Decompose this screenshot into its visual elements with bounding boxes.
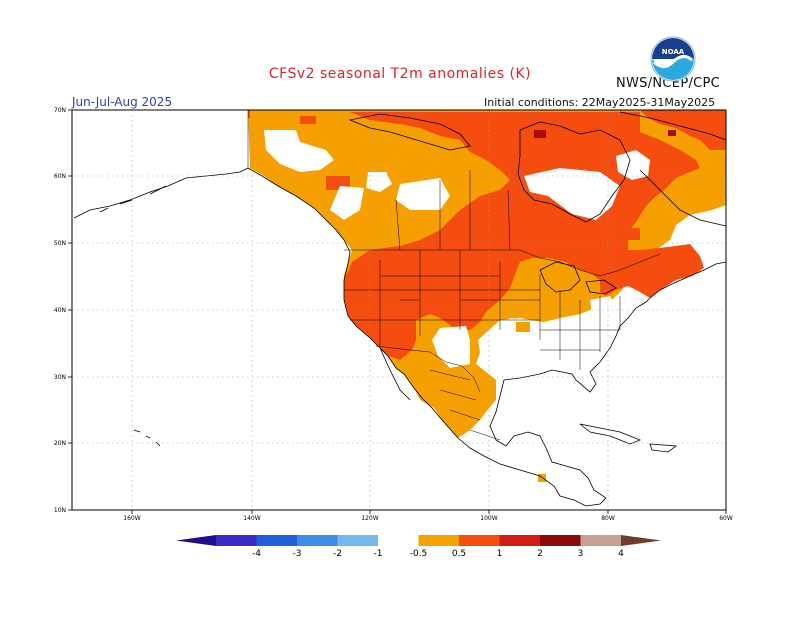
lat-label: 10N [54,507,66,514]
colorbar-segment [256,535,298,546]
anomaly-region-orange [516,322,530,332]
colorbar-segment [540,535,581,546]
lat-label: 20N [54,440,66,447]
arctic-islands-coastline [348,113,471,151]
colorbar-label: -2 [333,549,342,559]
political-borders [247,110,661,441]
season-label: Jun-Jul-Aug 2025 [72,95,173,109]
colorbar-segment [297,535,338,546]
axis-ticks [68,109,727,514]
arctic-islands-coastline [619,111,727,141]
colorbar-label: -1 [374,549,383,559]
colorbar-label: 3 [578,549,584,559]
lon-label: 140W [243,515,260,522]
anomaly-regions [116,110,726,482]
colorbar-label: -0.5 [410,549,428,559]
colorbar-segment [337,535,379,546]
lat-label: 50N [54,240,66,247]
lon-label: 160W [123,515,140,522]
anomaly-region-red [344,112,704,360]
colorbar-label: -4 [252,549,261,559]
anomaly-region-orange [538,474,546,482]
hudson-bay-coastline [517,121,631,223]
lon-label: 100W [480,515,497,522]
mexico-state-borders [429,369,501,441]
anomaly-region-red [640,110,726,150]
noaa-logo-icon: NOAA [650,36,696,82]
anomaly-region-orange [456,404,464,412]
lat-lon-grid [72,110,726,510]
baja-coastline [379,347,411,401]
colorbar-label: 1 [497,549,503,559]
anomaly-region-red [628,228,640,240]
colorbar-label: 0.5 [452,549,466,559]
lat-label: 60N [54,173,66,180]
longitude-labels: 160W 140W 120W 100W 80W 60W [123,515,733,522]
us-mexico-border [375,345,481,393]
state-borders [344,250,621,370]
hawaii-coastline [133,429,161,447]
labrador-coastline [639,169,727,227]
colorbar-arrow-high [621,535,661,546]
colorbar: -4 -3 -2 -1 -0.5 0.5 1 2 3 4 [176,535,661,559]
colorbar-segment [580,535,622,546]
cuba-coastline [579,423,642,445]
anomaly-region-darkred [534,130,546,138]
lat-label: 40N [54,307,66,314]
hispaniola-coastline [649,443,678,453]
lon-label: 120W [361,515,378,522]
great-lakes-coastline [539,261,617,295]
lon-label: 80W [601,515,615,522]
colorbar-segment [216,535,257,546]
colorbar-segment [378,535,419,546]
near-normal-regions [116,110,650,470]
colorbar-arrow-low [176,535,216,546]
us-canada-border [344,249,661,277]
logo-text: NOAA [662,48,685,56]
chart-title: CFSv2 seasonal T2m anomalies (K) [268,66,532,82]
anomaly-region-darkred [668,130,676,136]
province-borders [395,170,511,251]
colorbar-segment [499,535,541,546]
colorbar-segment [418,535,460,546]
lon-label: 60W [719,515,733,522]
colorbar-label: 2 [537,549,543,559]
colorbar-label: 4 [618,549,624,559]
organization-label: NWS/NCEP/CPC [616,76,721,91]
north-america-coastline [73,167,727,507]
lat-label: 30N [54,374,66,381]
initial-conditions-label: Initial conditions: 22May2025-31May2025 [484,96,716,109]
colorbar-segment [459,535,500,546]
coastlines [73,111,727,507]
lat-label: 70N [54,107,66,114]
latitude-labels: 70N 60N 50N 40N 30N 20N 10N [54,107,66,514]
colorbar-label: -3 [293,549,302,559]
alaska-islands-coastline [99,185,167,213]
